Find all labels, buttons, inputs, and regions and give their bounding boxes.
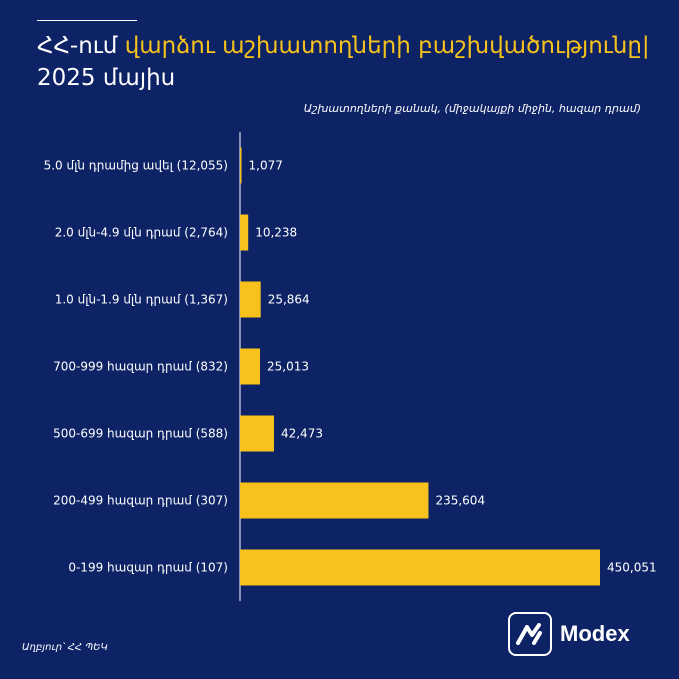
value-label: 25,013 [267,360,309,374]
category-label: 700-999 հազար դրամ (832) [53,360,228,374]
value-label: 10,238 [255,226,297,240]
category-label: 500-699 հազար դրամ (588) [53,427,228,441]
title-date: 2025 մայիս [37,65,176,91]
bar [240,482,429,519]
modex-logo: Modex [508,612,630,656]
bar [240,549,600,586]
logo-text: Modex [560,621,630,646]
title-highlight: վարձու աշխատողների բաշխվածությունը| [124,33,650,59]
category-label: 5.0 մլն դրամից ավել (12,055) [44,159,228,173]
category-label: 1.0 մլն-1.9 մլն դրամ (1,367) [55,293,228,307]
value-label: 235,604 [435,494,485,508]
category-label: 0-199 հազար դրամ (107) [68,561,228,575]
top-rule [37,20,137,21]
bar [240,415,274,452]
bar [240,281,261,318]
bar [240,348,261,385]
value-label: 25,864 [268,293,310,307]
source-note: Աղբյուր՝ ՀՀ ՊԵԿ [22,642,108,653]
value-label: 1,077 [249,159,283,173]
title-prefix: ՀՀ-ում [37,33,118,59]
modex-logo-icon [508,612,552,656]
chart-subtitle: Աշխատողների քանակ, (միջակայքի միջին, հազ… [303,102,641,115]
value-label: 450,051 [607,561,657,575]
value-label: 42,473 [281,427,323,441]
bar [240,147,242,184]
bar [240,214,249,251]
category-label: 200-499 հազար դրամ (307) [53,494,228,508]
category-label: 2.0 մլն-4.9 մլն դրամ (2,764) [55,226,228,240]
page-title: ՀՀ-ում վարձու աշխատողների բաշխվածություն… [37,30,650,94]
